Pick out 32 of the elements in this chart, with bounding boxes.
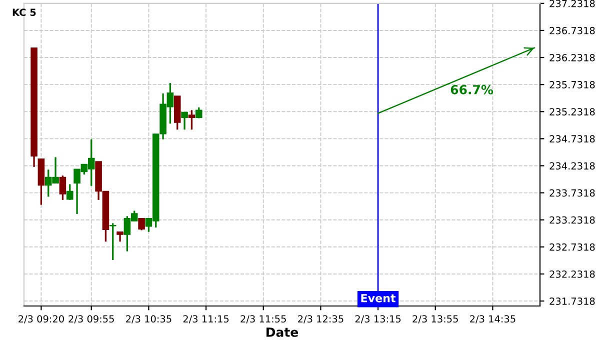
x-tick-label: 2/3 10:35	[126, 315, 172, 324]
x-tick-label: 2/3 14:35	[470, 315, 516, 324]
x-tick-label: 2/3 09:20	[18, 315, 64, 324]
annotation: 66.7%	[450, 84, 494, 94]
y-tick-label: 235.7318	[550, 81, 595, 88]
x-tick-label: 2/3 13:15	[355, 315, 401, 324]
candlestick	[188, 109, 196, 130]
y-tick-label: 235.2318	[550, 108, 595, 116]
y-tick-label: 236.2318	[550, 54, 595, 62]
ref-line-label: Event	[361, 294, 396, 302]
x-tick-label: 2/3 12:35	[298, 315, 344, 324]
candlestick	[59, 174, 66, 201]
y-tick-label: 233.2318	[550, 216, 595, 224]
y-tick-label: 233.7318	[550, 189, 595, 197]
y-tick-label: 234.2318	[550, 162, 595, 170]
candlestick	[66, 183, 74, 201]
y-tick-label: 232.7318	[550, 243, 595, 251]
y-tick-label: 237.2318	[550, 0, 595, 8]
y-tick-label: 231.7318	[550, 298, 595, 305]
x-tick-label: 2/3 11:15	[183, 315, 229, 324]
x-axis-title: Date	[266, 328, 298, 337]
x-tick-label: 2/3 09:55	[68, 315, 114, 324]
candlestick	[181, 111, 188, 130]
candlestick	[138, 218, 145, 232]
y-tick-label: 234.7318	[550, 135, 595, 143]
y-tick-label: 232.2318	[550, 270, 595, 278]
x-tick-label: 2/3 13:55	[412, 315, 458, 324]
candlestick	[109, 222, 116, 261]
candlestick	[116, 231, 124, 242]
y-tick-label: 236.7318	[550, 26, 595, 34]
x-tick-label: 2/3 11:55	[240, 315, 286, 324]
chart-title: KC 5	[12, 8, 36, 16]
